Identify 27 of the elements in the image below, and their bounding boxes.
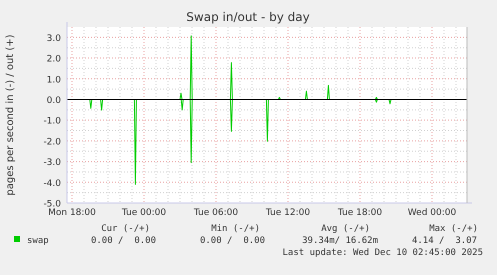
- y-tick-label: 0.0: [46, 96, 62, 106]
- chart-title: Swap in/out - by day: [186, 10, 310, 24]
- y-tick-label: 1.0: [46, 75, 62, 86]
- text: Cur (-/+): [101, 224, 150, 234]
- text: 39.34m/ 16.62m: [302, 236, 378, 246]
- y-tick-label: -5.0: [43, 200, 62, 210]
- x-tick-label: Tue 06:00: [192, 208, 238, 218]
- text: 4.14 / 3.07: [412, 236, 477, 246]
- y-axis-title: pages per second in (-) / out (+): [5, 34, 16, 196]
- y-tick-label: -1.0: [43, 116, 62, 127]
- y-tick-label: 3.0: [46, 34, 62, 44]
- x-tick-label: Wed 00:00: [408, 208, 456, 218]
- text: Max (-/+): [429, 224, 478, 234]
- x-tick-label: Tue 12:00: [264, 208, 310, 218]
- y-tick-label: -3.0: [43, 158, 62, 168]
- y-tick-label: -2.0: [43, 137, 62, 148]
- text: Avg (-/+): [321, 224, 370, 234]
- text: Min (-/+): [211, 224, 260, 234]
- legend-label: swap: [27, 236, 49, 246]
- x-tick-label: Mon 18:00: [48, 208, 96, 218]
- x-tick-label: Tue 18:00: [336, 208, 382, 218]
- text: Last update: Wed Dec 10 02:45:00 2025: [282, 248, 483, 258]
- y-tick-label: 2.0: [46, 54, 62, 65]
- x-tick-label: Tue 00:00: [120, 208, 166, 218]
- y-tick-label: -4.0: [43, 178, 62, 189]
- text: 0.00 / 0.00: [90, 236, 156, 246]
- text: 0.00 / 0.00: [200, 236, 265, 246]
